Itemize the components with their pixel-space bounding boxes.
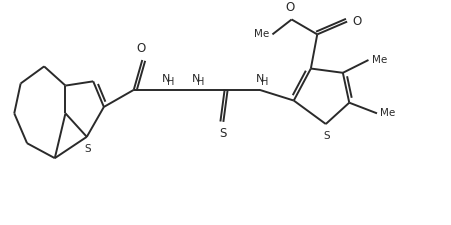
Text: H: H xyxy=(167,77,175,87)
Text: S: S xyxy=(220,127,227,140)
Text: H: H xyxy=(261,77,268,87)
Text: O: O xyxy=(137,42,146,55)
Text: Me: Me xyxy=(254,29,269,39)
Text: N: N xyxy=(161,74,170,84)
Text: N: N xyxy=(191,74,200,84)
Text: N: N xyxy=(255,74,264,84)
Text: Me: Me xyxy=(380,108,396,118)
Text: O: O xyxy=(285,1,294,14)
Text: S: S xyxy=(324,131,331,141)
Text: S: S xyxy=(85,144,92,154)
Text: H: H xyxy=(197,77,204,87)
Text: O: O xyxy=(352,15,362,28)
Text: Me: Me xyxy=(372,55,387,65)
